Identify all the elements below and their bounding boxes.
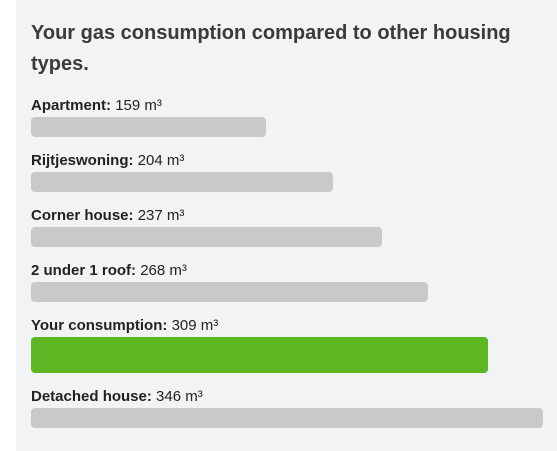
comparison-row-apartment: Apartment: 159 m³: [31, 97, 557, 137]
consumption-value: 159 m³: [115, 97, 162, 114]
comparison-row-your-consumption: Your consumption: 309 m³: [31, 317, 557, 373]
consumption-value: 309 m³: [171, 317, 219, 334]
housing-type-label: Your consumption:: [31, 317, 168, 334]
consumption-bar: [31, 408, 543, 428]
consumption-value: 237 m³: [137, 207, 185, 224]
row-label: Apartment: 159 m³: [31, 97, 557, 115]
consumption-bar: [31, 227, 382, 247]
housing-type-label: Corner house:: [31, 207, 134, 224]
consumption-value: 204 m³: [137, 152, 185, 169]
row-label: 2 under 1 roof: 268 m³: [31, 262, 557, 280]
consumption-bar: [31, 282, 428, 302]
comparison-row-2-under-1-roof: 2 under 1 roof: 268 m³: [31, 262, 557, 302]
row-label: Your consumption: 309 m³: [31, 317, 557, 335]
consumption-bar: [31, 117, 267, 137]
row-label: Corner house: 237 m³: [31, 207, 557, 225]
consumption-value: 268 m³: [140, 262, 187, 279]
row-label: Rijtjeswoning: 204 m³: [31, 152, 557, 170]
panel-title: Your gas consumption compared to other h…: [31, 22, 511, 75]
consumption-bar: [31, 172, 333, 192]
housing-type-label: Apartment:: [31, 97, 112, 114]
bar-track: [31, 227, 543, 247]
comparison-row-detached-house: Detached house: 346 m³: [31, 388, 557, 428]
comparison-row-corner-house: Corner house: 237 m³: [31, 207, 557, 247]
your-consumption-bar: [31, 337, 489, 373]
bar-track: [31, 408, 543, 428]
housing-type-label: Rijtjeswoning:: [31, 152, 134, 169]
consumption-value: 346 m³: [156, 388, 203, 405]
row-label: Detached house: 346 m³: [31, 388, 557, 406]
gas-comparison-panel: Your gas consumption compared to other h…: [16, 0, 557, 451]
housing-type-label: Detached house:: [31, 388, 152, 405]
comparison-row-rijtjeswoning: Rijtjeswoning: 204 m³: [31, 152, 557, 192]
bar-track: [31, 282, 543, 302]
housing-type-label: 2 under 1 roof:: [31, 262, 137, 279]
comparison-list: Apartment: 159 m³ Rijtjeswoning: 204 m³ …: [31, 97, 557, 428]
bar-track: [31, 337, 543, 373]
bar-track: [31, 172, 543, 192]
bar-track: [31, 117, 543, 137]
